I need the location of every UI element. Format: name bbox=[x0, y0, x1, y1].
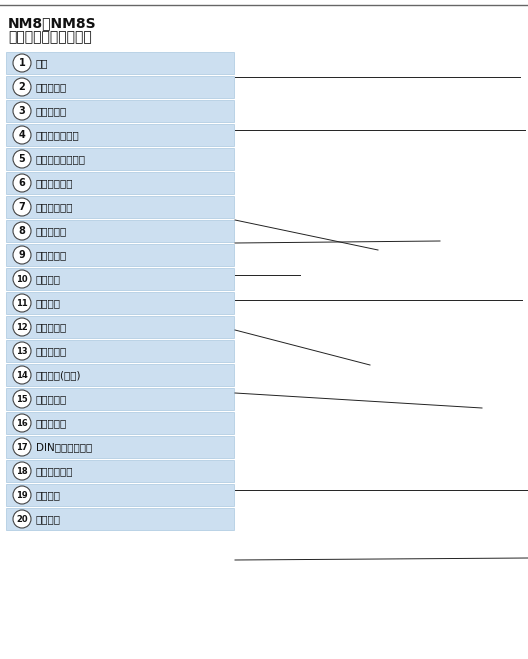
Circle shape bbox=[13, 54, 31, 72]
Circle shape bbox=[13, 150, 31, 168]
Text: 剥余电流保护模块: 剥余电流保护模块 bbox=[36, 154, 86, 164]
Circle shape bbox=[13, 102, 31, 120]
Text: 电动操作机构: 电动操作机构 bbox=[36, 202, 73, 212]
Bar bbox=[6, 292, 234, 314]
Text: 旋转操作手柄: 旋转操作手柄 bbox=[36, 178, 73, 188]
Bar bbox=[6, 244, 234, 266]
Text: 1: 1 bbox=[18, 58, 25, 68]
Bar bbox=[6, 460, 234, 482]
Circle shape bbox=[13, 294, 31, 312]
Bar bbox=[6, 340, 234, 362]
Text: 欠压脚扣器: 欠压脚扣器 bbox=[36, 226, 67, 236]
Text: 长端子护罩: 长端子护罩 bbox=[36, 418, 67, 428]
Circle shape bbox=[13, 390, 31, 408]
Text: 锁定系统(挂锁): 锁定系统(挂锁) bbox=[36, 370, 81, 380]
Circle shape bbox=[13, 510, 31, 528]
Text: 17: 17 bbox=[16, 442, 28, 451]
Text: 机械联锁: 机械联锁 bbox=[36, 490, 61, 500]
Text: 5: 5 bbox=[18, 154, 25, 164]
Text: DIN卡轨道适配器: DIN卡轨道适配器 bbox=[36, 442, 92, 452]
Text: 18: 18 bbox=[16, 467, 28, 476]
Bar bbox=[6, 412, 234, 434]
Circle shape bbox=[13, 438, 31, 456]
Bar bbox=[6, 268, 234, 290]
Bar bbox=[6, 196, 234, 218]
Circle shape bbox=[13, 318, 31, 336]
Bar bbox=[6, 76, 234, 98]
Circle shape bbox=[13, 414, 31, 432]
Text: 2: 2 bbox=[18, 82, 25, 92]
Circle shape bbox=[13, 462, 31, 480]
Circle shape bbox=[13, 126, 31, 144]
Text: 报警触头: 报警触头 bbox=[36, 274, 61, 284]
Text: NM8、NM8S: NM8、NM8S bbox=[8, 16, 97, 30]
Text: 15: 15 bbox=[16, 395, 28, 403]
Text: 热磁脚扣器: 热磁脚扣器 bbox=[36, 82, 67, 92]
Text: 4: 4 bbox=[18, 130, 25, 140]
Text: 8: 8 bbox=[18, 226, 25, 236]
Bar bbox=[6, 52, 234, 74]
Circle shape bbox=[13, 486, 31, 504]
Circle shape bbox=[13, 78, 31, 96]
Text: 16: 16 bbox=[16, 418, 28, 428]
Text: 系列塑料外壳式断路器: 系列塑料外壳式断路器 bbox=[8, 30, 92, 44]
Text: 辅助触头: 辅助触头 bbox=[36, 298, 61, 308]
Bar bbox=[6, 220, 234, 242]
Bar bbox=[6, 172, 234, 194]
Circle shape bbox=[13, 366, 31, 384]
Circle shape bbox=[13, 246, 31, 264]
Text: 本体: 本体 bbox=[36, 58, 49, 68]
Text: 9: 9 bbox=[18, 250, 25, 260]
Text: 20: 20 bbox=[16, 515, 28, 523]
Text: 6: 6 bbox=[18, 178, 25, 188]
Text: 12: 12 bbox=[16, 322, 28, 331]
Circle shape bbox=[13, 270, 31, 288]
Text: 7: 7 bbox=[18, 202, 25, 212]
Bar bbox=[6, 484, 234, 506]
Text: 19: 19 bbox=[16, 490, 28, 500]
Text: 通讯模块: 通讯模块 bbox=[36, 514, 61, 524]
Bar bbox=[6, 364, 234, 386]
Bar bbox=[6, 316, 234, 338]
Text: 板后接线板: 板后接线板 bbox=[36, 346, 67, 356]
Text: 3: 3 bbox=[18, 106, 25, 116]
Text: 板前接线板: 板前接线板 bbox=[36, 322, 67, 332]
Text: 分劵脚扣器: 分劵脚扣器 bbox=[36, 250, 67, 260]
Circle shape bbox=[13, 342, 31, 360]
Text: 短端子护罩: 短端子护罩 bbox=[36, 394, 67, 404]
Bar bbox=[6, 508, 234, 530]
Circle shape bbox=[13, 222, 31, 240]
Bar bbox=[6, 124, 234, 146]
Circle shape bbox=[13, 198, 31, 216]
Bar bbox=[6, 148, 234, 170]
Circle shape bbox=[13, 174, 31, 192]
Bar bbox=[6, 388, 234, 410]
Text: 笼式接线端子: 笼式接线端子 bbox=[36, 466, 73, 476]
Text: 14: 14 bbox=[16, 370, 28, 380]
Bar bbox=[6, 100, 234, 122]
Text: 13: 13 bbox=[16, 347, 28, 355]
Text: 插入式接线底座: 插入式接线底座 bbox=[36, 130, 80, 140]
Bar bbox=[6, 436, 234, 458]
Text: 智能脚扣器: 智能脚扣器 bbox=[36, 106, 67, 116]
Text: 10: 10 bbox=[16, 275, 28, 283]
Text: 11: 11 bbox=[16, 299, 28, 308]
